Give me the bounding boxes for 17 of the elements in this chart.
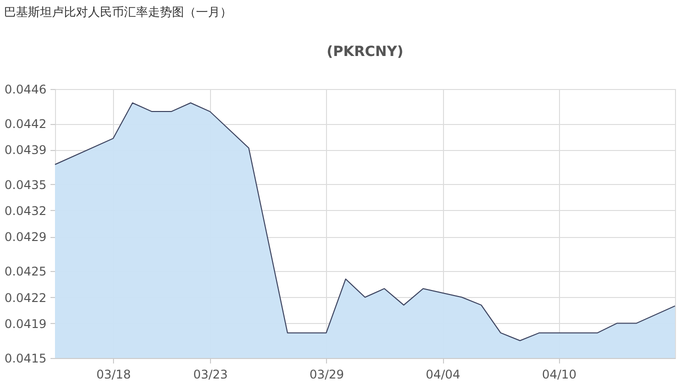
- x-tick-label: 03/23: [193, 368, 228, 382]
- y-tick-label: 0.0432: [4, 204, 46, 218]
- x-tick-label: 03/18: [96, 368, 131, 382]
- y-tick-label: 0.0422: [4, 290, 46, 305]
- chart-subtitle: (PKRCNY): [326, 44, 404, 60]
- y-tick-label: 0.0435: [4, 178, 46, 192]
- y-tick-label: 0.0419: [4, 316, 46, 331]
- y-tick-label: 0.0429: [4, 230, 46, 244]
- y-tick-label: 0.0442: [4, 117, 46, 132]
- x-tick-label: 04/10: [542, 368, 577, 382]
- x-tick-label: 03/29: [309, 368, 344, 382]
- chart-title: 巴基斯坦卢比对人民币汇率走势图（一月）: [4, 5, 232, 19]
- y-tick-label: 0.0446: [4, 82, 46, 96]
- x-tick-label: 04/04: [426, 368, 460, 382]
- y-tick-label: 0.0415: [4, 352, 46, 366]
- y-tick-label: 0.0425: [4, 264, 46, 279]
- y-tick-label: 0.0439: [4, 143, 46, 158]
